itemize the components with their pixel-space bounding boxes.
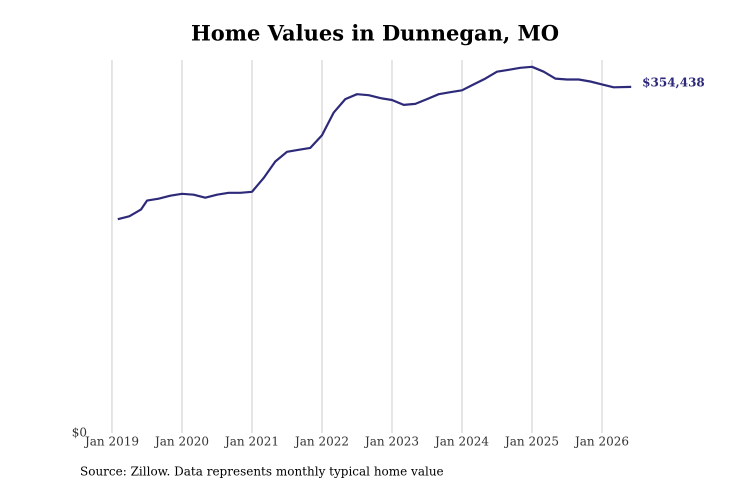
chart-title: Home Values in Dunnegan, MO <box>191 21 559 46</box>
x-tick-label: Jan 2022 <box>293 435 349 449</box>
y-tick-label: $0 <box>72 426 87 440</box>
value-label: $354,438 <box>642 75 705 89</box>
x-tick-label: Jan 2020 <box>153 435 209 449</box>
x-tick-label: Jan 2026 <box>573 435 629 449</box>
x-tick-label: Jan 2024 <box>433 435 489 449</box>
x-tick-label: Jan 2019 <box>83 435 139 449</box>
line <box>117 65 632 221</box>
x-tick-label: Jan 2023 <box>363 435 419 449</box>
x-tick-label: Jan 2021 <box>223 435 279 449</box>
x-tick-label: Jan 2025 <box>503 435 559 449</box>
source-note: Source: Zillow. Data represents monthly … <box>80 465 444 479</box>
